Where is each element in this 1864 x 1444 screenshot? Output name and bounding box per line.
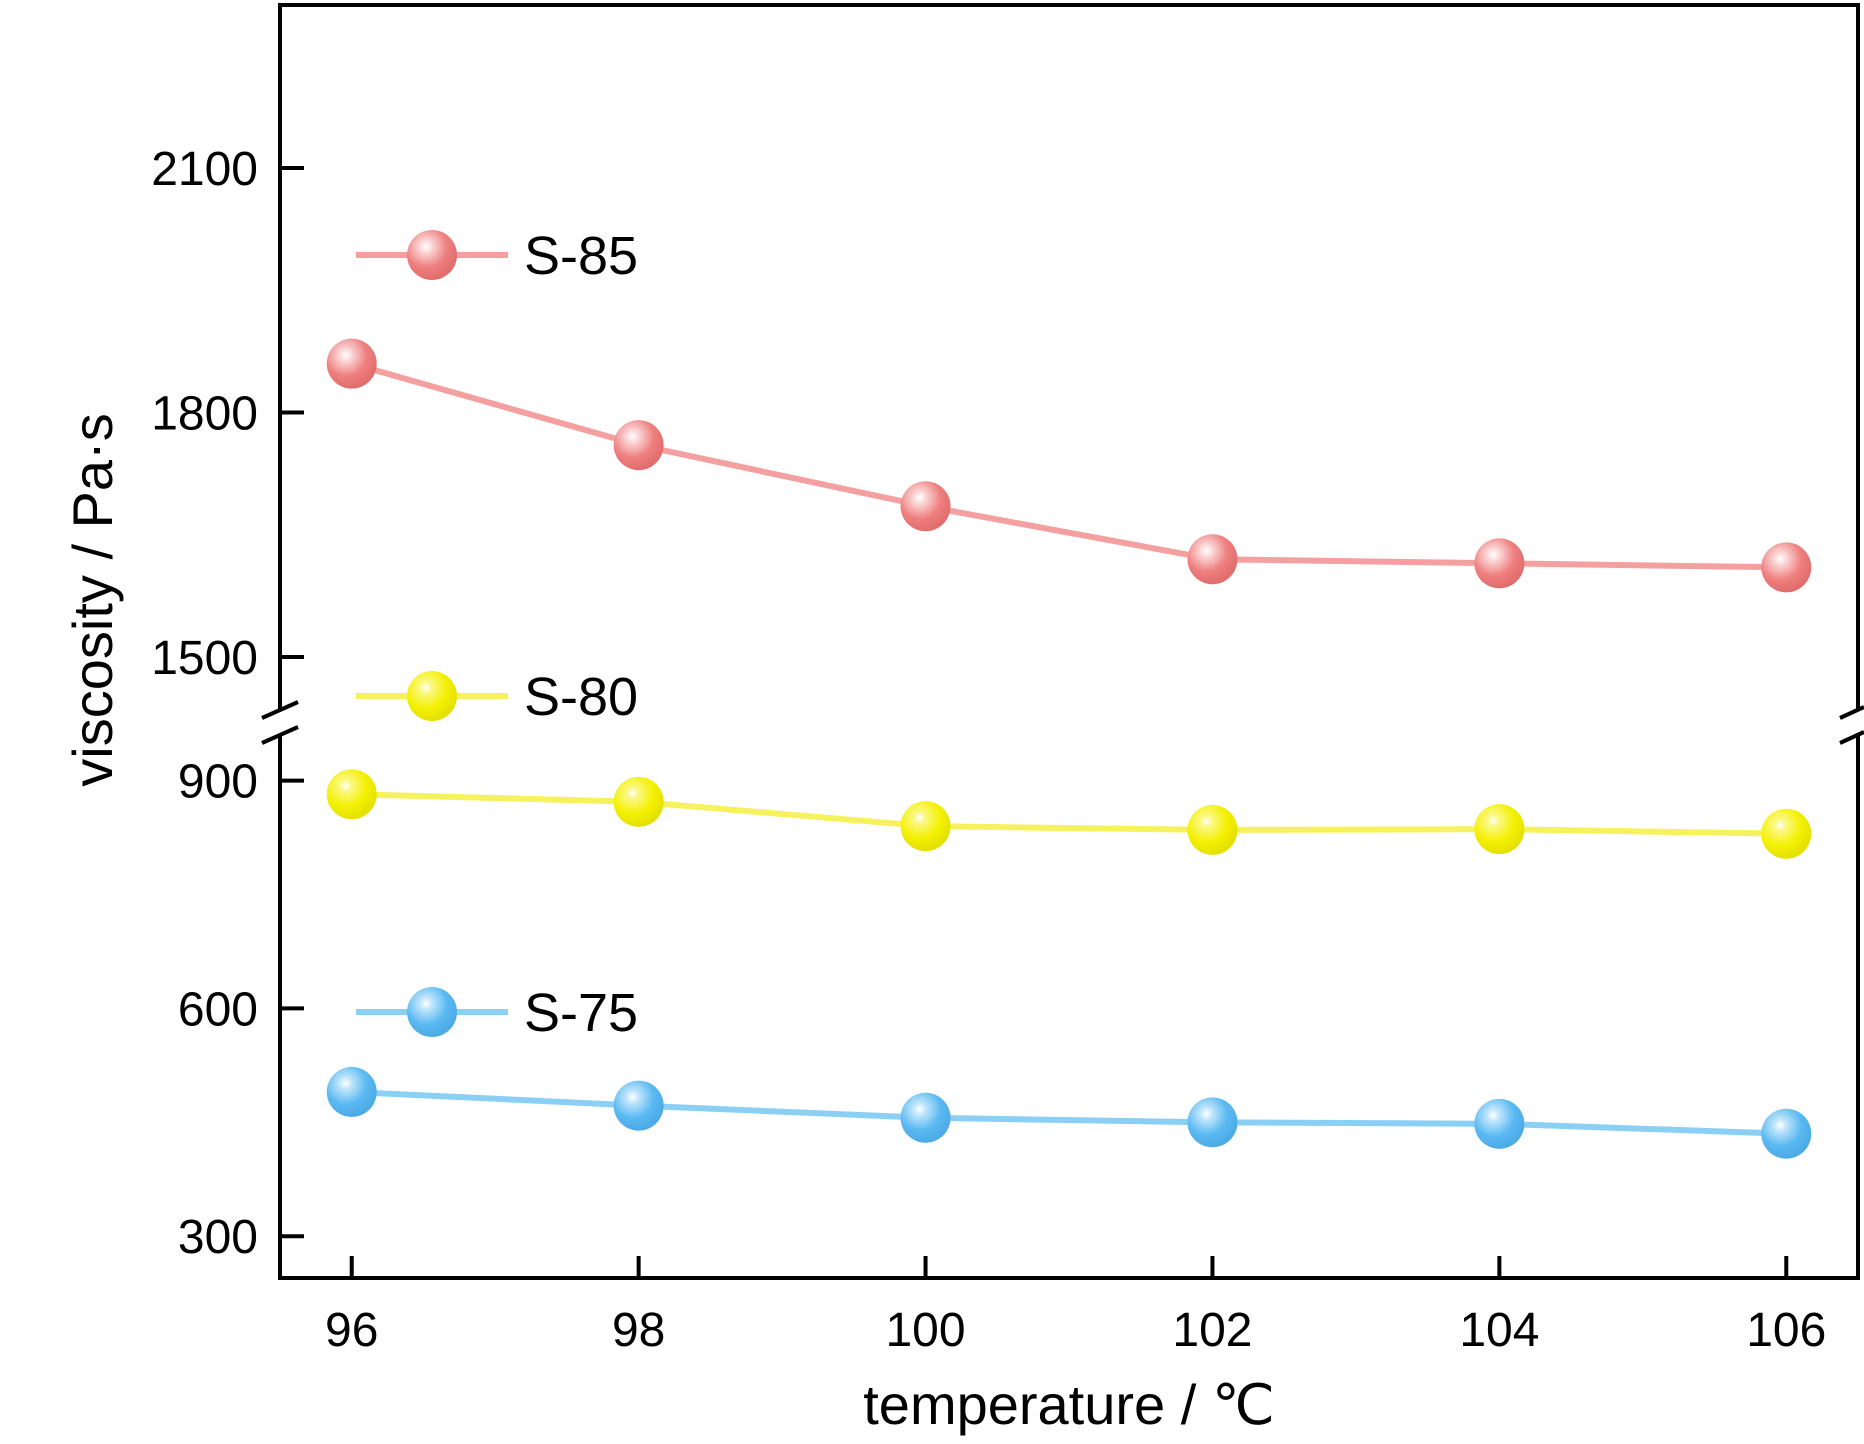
axis-break-mark-left-upper: [261, 700, 299, 720]
axis-break-mark-right-upper: [1839, 705, 1864, 720]
y-tick-label: 2100: [151, 143, 258, 196]
x-tick-label: 100: [885, 1304, 965, 1357]
series-S-75: [326, 1066, 1812, 1159]
series-S-85: [326, 338, 1812, 593]
legend-entry-S-75: S-75: [356, 983, 638, 1043]
x-tick-label: 106: [1746, 1304, 1826, 1357]
data-point: [1761, 542, 1812, 593]
legend-label: S-75: [524, 983, 638, 1043]
legend-marker: [407, 230, 457, 280]
series-line: [351, 1088, 1787, 1137]
series-S-80: [326, 769, 1812, 859]
data-point: [900, 801, 951, 852]
data-point: [1474, 1098, 1525, 1149]
data-point: [900, 1092, 951, 1143]
data-point: [326, 1066, 377, 1117]
y-axis-ticks: 1500 1800 2100 300 600 900: [151, 143, 304, 1264]
y-tick-label: 1500: [151, 632, 258, 685]
data-point: [613, 1080, 664, 1131]
series-line: [351, 791, 1787, 837]
x-tick-label: 96: [325, 1304, 378, 1357]
y-tick-label: 300: [178, 1211, 258, 1264]
plot-frame-top-left: [278, 3, 1860, 710]
data-point: [1761, 1108, 1812, 1159]
data-point: [1474, 538, 1525, 589]
legend-entry-S-85: S-85: [356, 226, 638, 286]
data-point: [900, 481, 951, 532]
data-point: [326, 769, 377, 820]
axis-break-mark-right-lower: [1839, 730, 1864, 745]
legend-marker: [407, 671, 457, 721]
axis-break-gap-right: [1844, 710, 1864, 735]
data-point: [1761, 808, 1812, 859]
data-point: [1187, 1097, 1238, 1148]
y-tick-label: 600: [178, 983, 258, 1036]
y-tick-label: 1800: [151, 388, 258, 441]
y-axis-title: viscosity / Pa·s: [61, 413, 124, 786]
legend-label: S-85: [524, 226, 638, 286]
x-tick-label: 98: [612, 1304, 665, 1357]
x-axis-ticks: 96 98 100 102 104 106: [325, 1256, 1826, 1357]
data-point: [1474, 804, 1525, 855]
x-axis-title: temperature / ℃: [863, 1373, 1275, 1436]
y-tick-label: 900: [178, 756, 258, 809]
data-point: [1187, 534, 1238, 585]
plot-frame-bottom: [278, 735, 1860, 1280]
x-tick-label: 102: [1172, 1304, 1252, 1357]
series-layer: [326, 338, 1812, 1159]
legend-label: S-80: [524, 667, 638, 727]
data-point: [1187, 804, 1238, 855]
legend: S-85 S-80 S-75: [356, 226, 638, 1043]
legend-entry-S-80: S-80: [356, 667, 638, 727]
series-line: [350, 360, 1787, 571]
data-point: [613, 420, 664, 471]
data-point: [326, 338, 377, 389]
axis-break-mark-left-lower: [261, 725, 299, 745]
data-point: [613, 776, 664, 827]
legend-marker: [407, 987, 457, 1037]
x-tick-label: 104: [1459, 1304, 1539, 1357]
